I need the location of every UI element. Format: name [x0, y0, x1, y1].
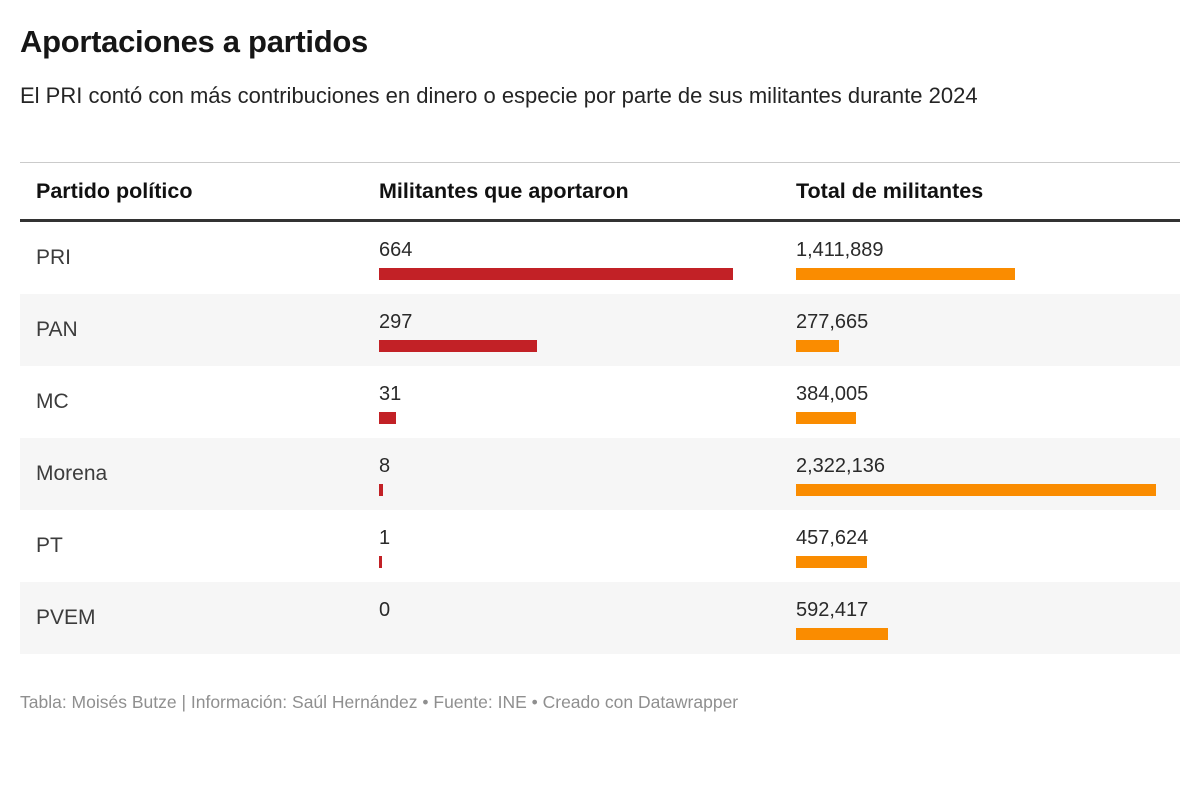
- party-label: PAN: [36, 318, 78, 341]
- table-row: PAN 297 277,665: [20, 294, 1180, 366]
- column-header-total-de-militantes: Total de militantes: [796, 178, 984, 203]
- total-value: 457,624: [796, 527, 869, 549]
- column-header-militantes-que-aportaron: Militantes que aportaron: [379, 178, 629, 203]
- aportaron-cell: 664: [379, 222, 796, 294]
- aportaron-cell: 31: [379, 366, 796, 438]
- aportaron-bar: [379, 268, 733, 280]
- aportaron-cell: 0: [379, 582, 796, 654]
- aportaron-value: 664: [379, 239, 413, 261]
- aportaron-bar: [379, 484, 384, 496]
- table-row: MC 31 384,005: [20, 366, 1180, 438]
- aportaron-bar: [379, 556, 382, 568]
- total-cell: 592,417: [796, 582, 1180, 654]
- chart-title: Aportaciones a partidos: [20, 24, 368, 59]
- total-cell: 384,005: [796, 366, 1180, 438]
- column-header-partido-politico: Partido político: [36, 178, 193, 203]
- table-row: PT 1 457,624: [20, 510, 1180, 582]
- aportaron-cell: 8: [379, 438, 796, 510]
- attribution-footer: Tabla: Moisés Butze | Información: Saúl …: [20, 692, 739, 712]
- total-bar: [796, 412, 856, 424]
- total-cell: 277,665: [796, 294, 1180, 366]
- aportaron-value: 31: [379, 383, 402, 405]
- party-label: Morena: [36, 462, 108, 485]
- total-value: 2,322,136: [796, 455, 885, 477]
- total-bar: [796, 628, 888, 640]
- datawrapper-table-chart: Aportaciones a partidos El PRI contó con…: [0, 24, 1200, 796]
- total-bar: [796, 484, 1156, 496]
- total-value: 277,665: [796, 311, 869, 333]
- aportaron-cell: 297: [379, 294, 796, 366]
- party-label: PRI: [36, 246, 72, 269]
- table-row: PVEM 0 592,417: [20, 582, 1180, 654]
- total-bar: [796, 268, 1015, 280]
- table-body: PRI 664 1,411,889 PAN 297 277,665: [20, 222, 1180, 654]
- aportaron-value: 297: [379, 311, 413, 333]
- aportaron-cell: 1: [379, 510, 796, 582]
- party-label: MC: [36, 390, 69, 413]
- aportaron-value: 1: [379, 527, 391, 549]
- table-row: PRI 664 1,411,889: [20, 222, 1180, 294]
- total-cell: 2,322,136: [796, 438, 1180, 510]
- table-header-row: Partido político Militantes que aportaro…: [20, 162, 1180, 222]
- aportaron-bar: [379, 340, 538, 352]
- total-value: 592,417: [796, 599, 869, 621]
- table-row: Morena 8 2,322,136: [20, 438, 1180, 510]
- chart-subtitle: El PRI contó con más contribuciones en d…: [20, 83, 978, 108]
- aportaron-bar: [379, 412, 396, 424]
- party-label: PT: [36, 534, 63, 557]
- total-bar: [796, 340, 840, 352]
- total-value: 384,005: [796, 383, 869, 405]
- aportaron-value: 0: [379, 599, 391, 621]
- total-cell: 1,411,889: [796, 222, 1180, 294]
- total-bar: [796, 556, 867, 568]
- total-value: 1,411,889: [796, 239, 884, 261]
- total-cell: 457,624: [796, 510, 1180, 582]
- aportaron-value: 8: [379, 455, 391, 477]
- party-label: PVEM: [36, 606, 96, 629]
- parties-table: Partido político Militantes que aportaro…: [20, 162, 1180, 654]
